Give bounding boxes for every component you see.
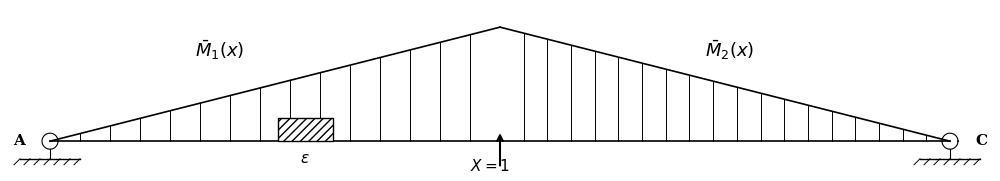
- Text: C: C: [975, 134, 987, 148]
- Bar: [278, 118, 333, 141]
- Text: $X=1$: $X=1$: [470, 158, 510, 174]
- Text: $\varepsilon$: $\varepsilon$: [300, 152, 310, 166]
- Text: $\bar{M}_2(x)$: $\bar{M}_2(x)$: [705, 39, 755, 62]
- Text: A: A: [13, 134, 25, 148]
- Text: $\bar{M}_1(x)$: $\bar{M}_1(x)$: [195, 39, 245, 62]
